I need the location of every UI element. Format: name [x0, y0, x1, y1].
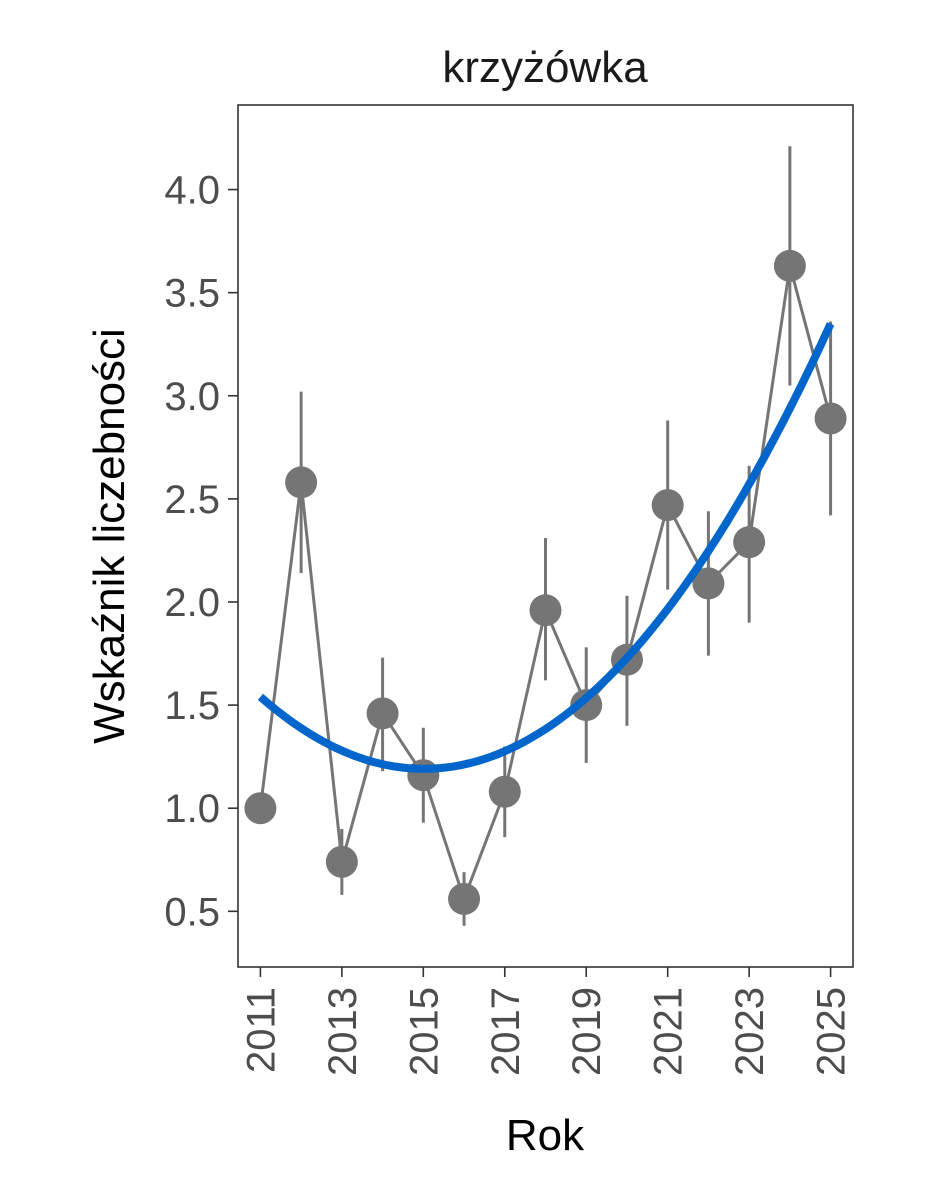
data-point [814, 402, 847, 435]
x-tick-label: 2025 [810, 987, 854, 1076]
y-tick-label: 3.5 [164, 272, 220, 316]
x-tick-label: 2023 [728, 987, 772, 1076]
y-tick-label: 4.0 [164, 169, 220, 213]
data-point [244, 792, 277, 825]
y-tick-label: 1.0 [164, 787, 220, 831]
data-point [285, 466, 318, 499]
data-point [488, 775, 521, 808]
y-axis-title: Wskaźnik liczebności [85, 328, 134, 744]
data-point [448, 882, 481, 915]
data-point [570, 689, 603, 722]
data-point [692, 567, 725, 600]
data-point [651, 489, 684, 522]
plot-panel-border [237, 104, 854, 968]
y-tick-label: 2.0 [164, 581, 220, 625]
data-point [529, 594, 562, 627]
x-tick-label: 2019 [565, 987, 609, 1076]
data-point [366, 697, 399, 730]
y-tick-label: 2.5 [164, 478, 220, 522]
data-points [244, 249, 847, 915]
data-point [773, 249, 806, 282]
x-tick-label: 2021 [647, 987, 691, 1076]
x-axis-title: Rok [506, 1111, 585, 1160]
y-tick-label: 0.5 [164, 890, 220, 934]
y-tick-label: 3.0 [164, 375, 220, 419]
data-point [733, 526, 766, 559]
y-tick-label: 1.5 [164, 684, 220, 728]
data-point [407, 759, 440, 792]
x-tick-label: 2011 [239, 987, 283, 1073]
trend-line [257, 322, 835, 773]
x-tick-label: 2017 [484, 987, 528, 1076]
data-point [325, 845, 358, 878]
x-tick-label: 2013 [321, 987, 365, 1076]
x-tick-label: 2015 [402, 987, 446, 1076]
trend-group [257, 322, 835, 773]
y-axis: 0.5 1.0 1.5 2.0 2.5 3.0 3.5 4.0 [164, 169, 238, 934]
x-axis: 2011 2013 2015 2017 2019 2021 2023 2025 [239, 967, 854, 1076]
chart-title: krzyżówka [442, 43, 648, 92]
